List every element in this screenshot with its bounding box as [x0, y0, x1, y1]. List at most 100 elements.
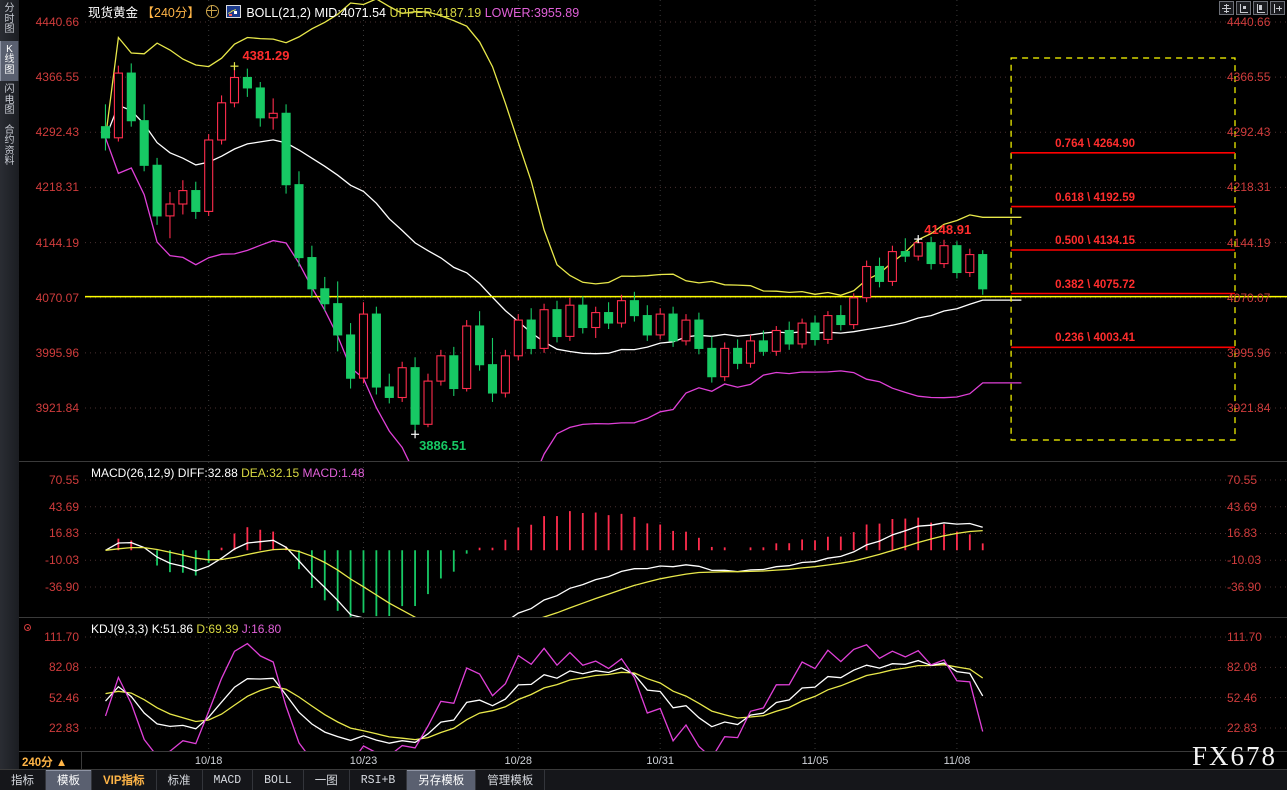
main-price-pane[interactable]: 现货黄金 【240分】 BOLL(21,2) MID:4071.54 UPPER…	[19, 0, 1287, 529]
fib-level-label: 0.764 \ 4264.90	[1055, 137, 1136, 150]
kdj-k-value: K:51.86	[151, 622, 194, 636]
macd-hist-value: MACD:1.48	[302, 466, 365, 480]
kdj-axis-label: 22.83	[1227, 721, 1258, 735]
macd-axis-label: 70.55	[48, 473, 79, 487]
price-axis-label: 3921.84	[35, 401, 79, 415]
price-axis-label: 3995.96	[35, 345, 79, 360]
kdj-axis-label: 82.08	[1227, 660, 1258, 675]
price-axis-label: 4070.07	[35, 290, 79, 305]
price-axis-label: 3995.96	[1227, 345, 1271, 360]
kdj-axis-label: 111.70	[1227, 630, 1262, 644]
sidebar-item-label: 线	[4, 54, 15, 65]
price-axis-label: 3921.84	[1227, 401, 1271, 415]
macd-chart-svg	[85, 462, 1287, 646]
boll-lower-value: LOWER:3955.89	[484, 6, 580, 20]
toolbar-standard[interactable]: 标准	[157, 770, 203, 790]
sidebar-item-label: 时	[4, 13, 15, 25]
price-axis-label: 4366.55	[35, 70, 79, 85]
sidebar-item-contract-info[interactable]: 合约资料	[0, 122, 19, 173]
sidebar-item-label: 约	[4, 135, 15, 146]
sidebar-item-label: 电	[4, 94, 15, 106]
fit-window-button[interactable]	[1219, 1, 1234, 15]
fib-level-label: 0.382 \ 4075.72	[1055, 278, 1136, 291]
price-axis-label: 4292.43	[35, 125, 79, 140]
macd-axis-label: -10.03	[44, 553, 79, 568]
period-tag[interactable]: 240分 ▲	[22, 757, 68, 769]
sidebar-item-label: 图	[4, 105, 15, 116]
price-chart-svg	[85, 0, 1287, 529]
bottom-toolbar: 指标 模板 VIP指标 标准 MACD BOLL 一图 RSI+B 另存模板 管理模板	[0, 769, 1287, 790]
watermark: FX678	[1191, 741, 1277, 771]
price-axis-label: 4440.66	[1227, 15, 1271, 29]
macd-axis-label: -36.90	[1227, 580, 1262, 594]
sidebar-item-label: 闪	[4, 84, 15, 95]
toolbar-vip-indicator[interactable]: VIP指标	[92, 770, 157, 790]
date-tick-label: 10/18	[194, 755, 223, 767]
sidebar-item-label: 图	[4, 24, 15, 35]
toolbar-template[interactable]: 模板	[46, 770, 92, 790]
price-axis-label: 4292.43	[1227, 125, 1271, 140]
period-label: 【240分】	[141, 6, 200, 20]
date-tick-label: 10/31	[646, 755, 674, 767]
boll-upper-value: UPPER:4187.19	[389, 6, 482, 20]
boll-mid-value: MID:4071.54	[314, 6, 386, 20]
price-axis-label: 4144.19	[1227, 235, 1271, 250]
sidebar-item-timeline[interactable]: 分时图	[0, 0, 19, 41]
macd-axis-label: -36.90	[44, 580, 79, 594]
date-axis: 240分 ▲ 10/18 10/23 10/28 10/31 11/05 11/08	[19, 751, 1287, 771]
macd-axis-label: 43.69	[1227, 499, 1258, 514]
swing-low-label: 3886.51	[419, 438, 467, 454]
sidebar-item-label: K	[6, 43, 13, 55]
expand-button[interactable]	[1270, 1, 1285, 15]
toolbar-rsi-b[interactable]: RSI+B	[350, 770, 408, 790]
toolbar-macd[interactable]: MACD	[203, 770, 254, 790]
macd-axis-label: 70.55	[1227, 473, 1258, 487]
kline-indicator-icon[interactable]	[225, 5, 241, 18]
axis-divider	[81, 752, 82, 771]
kdj-axis-label: 82.08	[48, 660, 79, 675]
sidebar-item-label: 分	[4, 3, 15, 14]
macd-pane[interactable]: MACD(26,12,9) DIFF:32.88 DEA:32.15 MACD:…	[19, 461, 1287, 646]
swing-high-label: 4381.29	[242, 48, 290, 64]
price-axis-label: 4218.31	[1227, 180, 1271, 195]
kdj-marker-icon	[24, 624, 31, 631]
price-plot-area[interactable]	[85, 0, 1287, 529]
scale-right-button[interactable]	[1253, 1, 1268, 15]
crosshair-icon[interactable]	[206, 5, 220, 18]
kdj-header: KDJ(9,3,3) K:51.86 D:69.39 J:16.80	[91, 622, 281, 636]
date-tick-label: 11/05	[801, 755, 829, 767]
toolbar-spacer	[545, 770, 1287, 790]
macd-header: MACD(26,12,9) DIFF:32.88 DEA:32.15 MACD:…	[91, 466, 365, 480]
kdj-axis-label: 22.83	[48, 721, 79, 735]
kdj-plot-area[interactable]	[85, 618, 1287, 765]
toolbar-one-chart[interactable]: 一图	[304, 770, 350, 790]
kdj-j-value: J:16.80	[241, 622, 282, 636]
toolbar-boll[interactable]: BOLL	[253, 770, 304, 790]
sidebar-item-label: 合	[4, 124, 15, 136]
price-axis-label: 4366.55	[1227, 70, 1271, 85]
sidebar-item-label: 资	[4, 145, 15, 157]
toolbar-indicator[interactable]: 指标	[0, 770, 46, 790]
macd-dea-value: DEA:32.15	[241, 466, 300, 480]
kdj-title: KDJ(9,3,3)	[91, 622, 149, 636]
fib-level-label: 0.236 \ 4003.41	[1055, 332, 1136, 345]
sidebar-item-lightning[interactable]: 闪电图	[0, 81, 19, 122]
toolbar-save-template[interactable]: 另存模板	[407, 770, 477, 790]
window-controls	[1219, 1, 1285, 15]
date-tick-label: 11/08	[943, 755, 971, 767]
macd-axis-label: -10.03	[1227, 553, 1262, 568]
macd-axis-label: 16.83	[48, 526, 79, 541]
symbol-name: 现货黄金	[88, 6, 139, 20]
kdj-axis-label: 111.70	[44, 630, 79, 644]
macd-diff-value: DIFF:32.88	[177, 466, 238, 480]
toolbar-manage-template[interactable]: 管理模板	[476, 770, 546, 790]
kdj-pane[interactable]: KDJ(9,3,3) K:51.86 D:69.39 J:16.80 111.7…	[19, 617, 1287, 765]
scale-left-button[interactable]	[1236, 1, 1251, 15]
macd-plot-area[interactable]	[85, 462, 1287, 646]
date-tick-label: 10/23	[349, 755, 378, 767]
fib-level-label: 0.500 \ 4134.15	[1055, 235, 1136, 248]
kdj-axis-label: 52.46	[1227, 690, 1258, 705]
recent-high-label: 4148.91	[924, 222, 972, 238]
